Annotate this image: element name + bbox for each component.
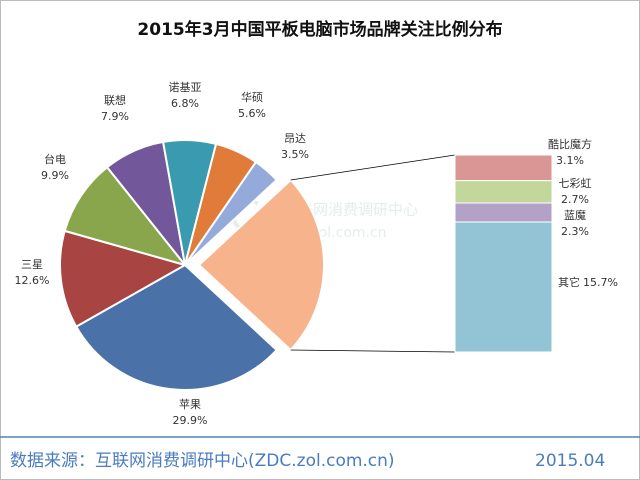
bar-label: 其它 <box>558 275 580 289</box>
slice-value-label: 12.6% <box>15 274 50 287</box>
slice-label: 联想 <box>104 93 126 107</box>
bar-label: 酷比魔方 <box>548 137 592 151</box>
slice-value-label: 7.9% <box>101 110 129 123</box>
pie-slice-aggregate <box>197 178 325 352</box>
bar-segment <box>454 221 553 353</box>
bar-value-label: 2.7% <box>561 193 589 206</box>
slice-label: 华硕 <box>241 90 263 104</box>
watermark-name: 互联网消费调研中心 <box>283 201 418 219</box>
slice-label: 诺基亚 <box>169 81 202 94</box>
bar-value-label: 2.3% <box>561 225 589 238</box>
slice-value-label: 29.9% <box>173 414 208 427</box>
slice-value-label: 6.8% <box>171 97 199 110</box>
chart-title: 2015年3月中国平板电脑市场品牌关注比例分布 <box>137 19 502 40</box>
pie-slice <box>63 165 188 267</box>
slice-value-label: 5.6% <box>238 107 266 120</box>
pie-slice <box>59 229 188 328</box>
connector <box>290 349 456 353</box>
slice-label: 苹果 <box>179 397 201 411</box>
bar-label: 七彩虹 <box>559 177 592 190</box>
pie-slice <box>184 160 279 266</box>
bar-value-label: 15.7% <box>583 276 618 289</box>
pie-slice <box>74 263 279 391</box>
bar-segment <box>454 154 553 182</box>
bar-label: 蓝魔 <box>564 208 586 222</box>
slice-value-label: 3.5% <box>281 148 309 161</box>
slice-value-label: 9.9% <box>41 169 69 182</box>
footer-source: 数据来源：互联网消费调研中心(ZDC.zol.com.cn) <box>10 451 395 471</box>
slice-label: 昂达 <box>284 132 306 145</box>
bar-value-label: 3.1% <box>556 154 584 167</box>
slice-label: 台电 <box>44 152 66 166</box>
slice-label: 三星 <box>21 258 43 271</box>
footer-date: 2015.04 <box>535 451 605 471</box>
bar-segment <box>454 202 553 223</box>
connector <box>290 154 456 181</box>
bar-segment <box>454 180 553 204</box>
